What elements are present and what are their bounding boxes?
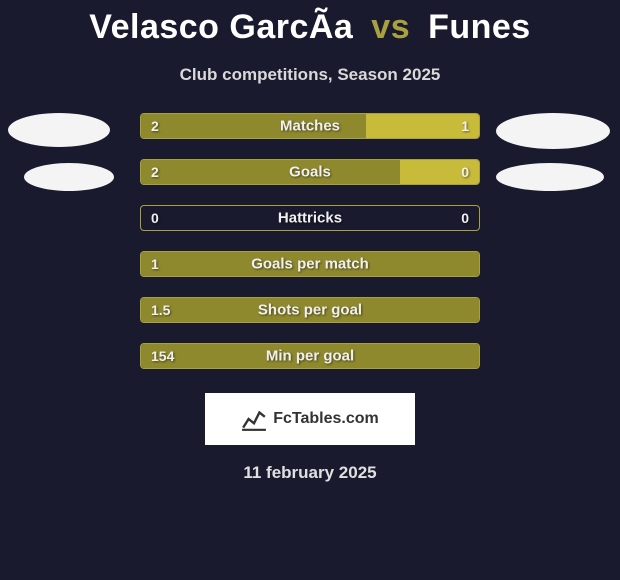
stat-row: 21Matches [140, 113, 480, 139]
stat-value-right: 0 [461, 210, 469, 226]
player-avatar-right [496, 113, 610, 149]
stat-row: 1.5Shots per goal [140, 297, 480, 323]
attribution-text: FcTables.com [273, 410, 379, 428]
page-title: Velasco GarcÃ­a vs Funes [0, 0, 620, 47]
title-vs: vs [371, 8, 410, 46]
fctables-logo-icon [241, 406, 267, 432]
comparison-chart: 21Matches 20Goals 0 0Hattricks 1Goals per ma… [0, 113, 620, 383]
stat-label: Hattricks [141, 210, 479, 227]
player-avatar-left [8, 113, 110, 147]
subtitle: Club competitions, Season 2025 [0, 65, 620, 85]
stat-segment-right [400, 160, 479, 184]
title-player2: Funes [428, 8, 531, 46]
stat-row: 1Goals per match [140, 251, 480, 277]
stat-value-left: 0 [151, 210, 159, 226]
stat-segment-right [366, 114, 479, 138]
stat-row: 0 0Hattricks [140, 205, 480, 231]
stat-segment-left [141, 344, 479, 368]
stat-segment-left [141, 252, 479, 276]
stat-segment-left [141, 298, 479, 322]
player-avatar-left [24, 163, 114, 191]
date-text: 11 february 2025 [0, 463, 620, 483]
stat-segment-left [141, 114, 366, 138]
stat-segment-left [141, 160, 400, 184]
stat-row: 20Goals [140, 159, 480, 185]
player-avatar-right [496, 163, 604, 191]
attribution-badge: FcTables.com [205, 393, 415, 445]
title-player1: Velasco GarcÃ­a [89, 8, 353, 46]
stat-row: 154Min per goal [140, 343, 480, 369]
